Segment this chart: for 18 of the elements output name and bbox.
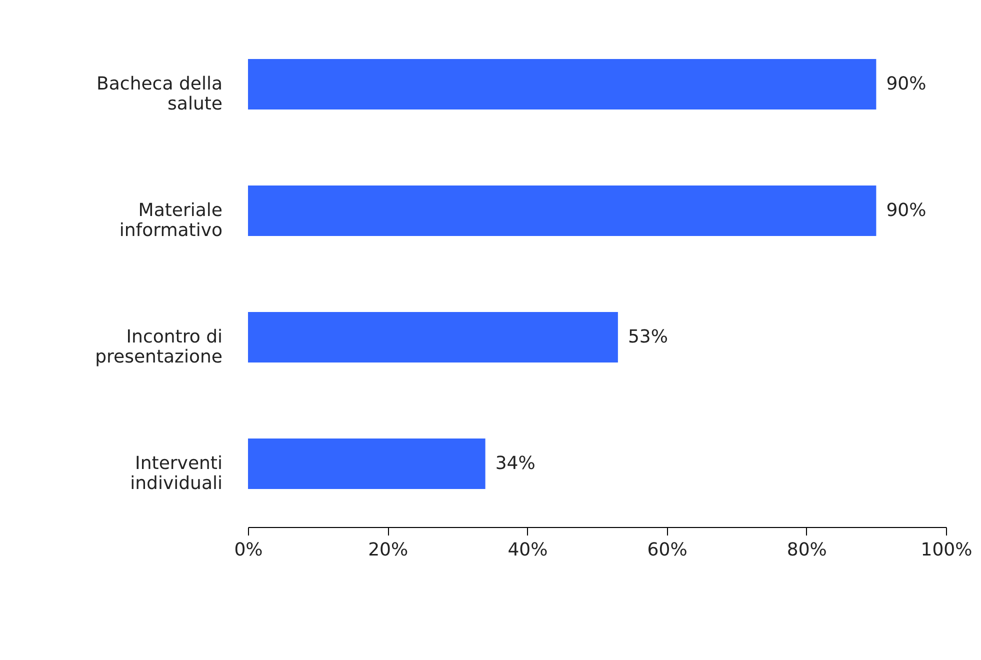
x-tick-label: 20%	[368, 540, 408, 560]
x-tick-label: 40%	[508, 540, 548, 560]
x-tick-label: 60%	[647, 540, 688, 560]
data-label: 90%	[886, 73, 926, 94]
x-tick-label: 80%	[786, 540, 827, 560]
x-tick-label: 0%	[234, 540, 263, 560]
x-tick-label: 100%	[920, 540, 972, 560]
y-tick-label: Bacheca della salute	[96, 73, 222, 114]
y-tick-label: Materiale informativo	[119, 200, 222, 241]
bar	[248, 438, 486, 490]
data-label: 34%	[495, 452, 536, 474]
y-tick-label: Interventi individuali	[130, 452, 222, 494]
bar	[248, 58, 876, 110]
bar	[248, 185, 876, 236]
y-tick-label: Incontro di presentazione	[95, 326, 222, 368]
data-label: 90%	[886, 200, 926, 221]
data-label: 53%	[628, 326, 668, 348]
bar	[248, 312, 618, 363]
